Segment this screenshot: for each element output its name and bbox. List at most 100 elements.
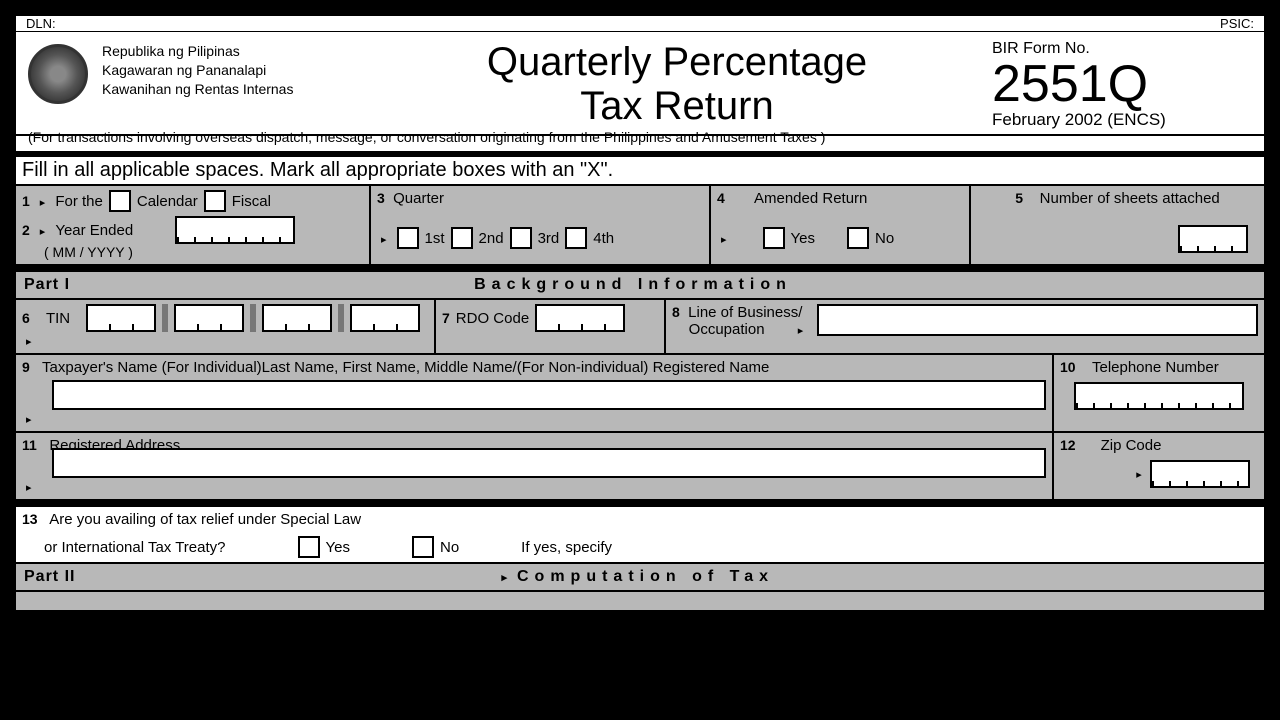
- f9-num: 9: [22, 359, 30, 375]
- arrow-icon: [377, 230, 391, 247]
- f4-label: Amended Return: [754, 190, 867, 207]
- part2-title: Computation of Tax: [75, 568, 1196, 586]
- row-9-10: 9 Taxpayer's Name (For Individual)Last N…: [16, 355, 1264, 433]
- q4-checkbox[interactable]: [565, 227, 587, 249]
- form-number-block: BIR Form No. 2551Q February 2002 (ENCS): [992, 40, 1252, 130]
- f13-specify: If yes, specify: [521, 539, 612, 556]
- f9-label: Taxpayer's Name (For Individual)Last Nam…: [42, 359, 769, 376]
- rdo-input[interactable]: [535, 304, 625, 332]
- f8-num: 8: [672, 304, 680, 320]
- q2-checkbox[interactable]: [451, 227, 473, 249]
- f7-label: RDO Code: [456, 310, 529, 327]
- cell-9: 9 Taxpayer's Name (For Individual)Last N…: [16, 355, 1054, 431]
- f1-opt1: Calendar: [137, 193, 198, 210]
- tin-seg2[interactable]: [174, 304, 244, 332]
- f12-label: Zip Code: [1101, 437, 1162, 454]
- relief-no-checkbox[interactable]: [412, 536, 434, 558]
- taxpayer-name-input[interactable]: [52, 380, 1046, 410]
- sub-note: (For transactions involving overseas dis…: [16, 130, 1264, 151]
- cell-12: 12 Zip Code: [1054, 433, 1264, 499]
- part1-header: Part I Background Information: [16, 272, 1264, 300]
- row-1-5: 1 For the Calendar Fiscal 2 Year Ended (…: [16, 186, 1264, 266]
- f4-num: 4: [717, 190, 725, 206]
- cell-5: 5 Number of sheets attached: [971, 186, 1264, 264]
- f6-num: 6: [22, 310, 30, 326]
- cell-6: 6 TIN: [16, 300, 436, 353]
- f2-hint: ( MM / YYYY ): [22, 244, 363, 260]
- f13-o1: Yes: [326, 539, 350, 556]
- title-line2: Tax Return: [362, 84, 992, 128]
- f2-num: 2: [22, 222, 30, 238]
- f10-label: Telephone Number: [1092, 359, 1219, 376]
- arrow-icon: [36, 193, 50, 210]
- calendar-checkbox[interactable]: [109, 190, 131, 212]
- row-6-8: 6 TIN 7 RDO Code 8 Line of Bu: [16, 300, 1264, 355]
- arrow-icon: [22, 478, 36, 495]
- psic-label: PSIC:: [1220, 16, 1254, 31]
- relief-yes-checkbox[interactable]: [298, 536, 320, 558]
- f4-o2: No: [875, 230, 894, 247]
- q3-checkbox[interactable]: [510, 227, 532, 249]
- instruction-text: Fill in all applicable spaces. Mark all …: [16, 157, 1264, 186]
- seal-icon: [28, 44, 88, 104]
- agency-line3: Kawanihan ng Rentas Internas: [102, 80, 362, 99]
- f6-label: TIN: [46, 310, 70, 327]
- f3-o4: 4th: [593, 230, 614, 247]
- row-cutoff: [16, 592, 1264, 612]
- arrow-icon: [717, 230, 731, 247]
- f13-num: 13: [22, 511, 38, 527]
- amended-no-checkbox[interactable]: [847, 227, 869, 249]
- tin-seg3[interactable]: [262, 304, 332, 332]
- f3-num: 3: [377, 190, 385, 206]
- f1-num: 1: [22, 193, 30, 209]
- f4-o1: Yes: [791, 230, 815, 247]
- arrow-icon: [1132, 465, 1146, 482]
- formdate: February 2002 (ENCS): [992, 110, 1252, 130]
- fiscal-checkbox[interactable]: [204, 190, 226, 212]
- f13-o2: No: [440, 539, 459, 556]
- sheets-input[interactable]: [1178, 225, 1248, 253]
- business-input[interactable]: [817, 304, 1258, 336]
- arrow-icon: [22, 410, 36, 427]
- agency-block: Republika ng Pilipinas Kagawaran ng Pana…: [102, 40, 362, 99]
- cell-13: 13 Are you availing of tax relief under …: [16, 507, 1264, 562]
- cell-8: 8 Line of Business/ Occupation: [666, 300, 1264, 353]
- part1-title: Background Information: [70, 276, 1196, 294]
- tax-form: DLN: PSIC: Republika ng Pilipinas Kagawa…: [15, 15, 1265, 613]
- f10-num: 10: [1060, 359, 1076, 375]
- part2-header: Part II Computation of Tax: [16, 564, 1264, 592]
- f13-l1: Are you availing of tax relief under Spe…: [49, 511, 361, 528]
- row-13: 13 Are you availing of tax relief under …: [16, 507, 1264, 564]
- f1-label: For the: [55, 193, 103, 210]
- f7-num: 7: [442, 310, 450, 326]
- agency-line2: Kagawaran ng Pananalapi: [102, 61, 362, 80]
- f8-l2: Occupation: [689, 321, 765, 338]
- arrow-icon: [36, 222, 50, 239]
- arrow-icon: [22, 332, 428, 349]
- part2-label: Part II: [24, 568, 75, 586]
- agency-line1: Republika ng Pilipinas: [102, 42, 362, 61]
- dln-label: DLN:: [26, 16, 56, 31]
- cell-3: 3 Quarter 1st 2nd 3rd 4th: [371, 186, 711, 264]
- year-ended-input[interactable]: [175, 216, 295, 244]
- cell-10: 10 Telephone Number: [1054, 355, 1264, 431]
- form-header: Republika ng Pilipinas Kagawaran ng Pana…: [16, 32, 1264, 136]
- f1-opt2: Fiscal: [232, 193, 271, 210]
- part1-label: Part I: [24, 276, 70, 294]
- f13-l2: or International Tax Treaty?: [44, 539, 226, 556]
- tin-seg4[interactable]: [350, 304, 420, 332]
- f8-l1: Line of Business/: [688, 304, 802, 321]
- f2-label: Year Ended: [55, 222, 133, 239]
- telephone-input[interactable]: [1074, 382, 1244, 410]
- amended-yes-checkbox[interactable]: [763, 227, 785, 249]
- f5-num: 5: [1015, 190, 1023, 206]
- tin-seg1[interactable]: [86, 304, 156, 332]
- q1-checkbox[interactable]: [397, 227, 419, 249]
- f5-label: Number of sheets attached: [1040, 190, 1220, 207]
- row-11-12: 11 Registered Address 12 Zip Code: [16, 433, 1264, 501]
- zip-input[interactable]: [1150, 460, 1250, 488]
- f3-o2: 2nd: [479, 230, 504, 247]
- f3-label: Quarter: [393, 190, 444, 207]
- cell-4: 4 Amended Return Yes No: [711, 186, 971, 264]
- address-input[interactable]: [52, 448, 1046, 478]
